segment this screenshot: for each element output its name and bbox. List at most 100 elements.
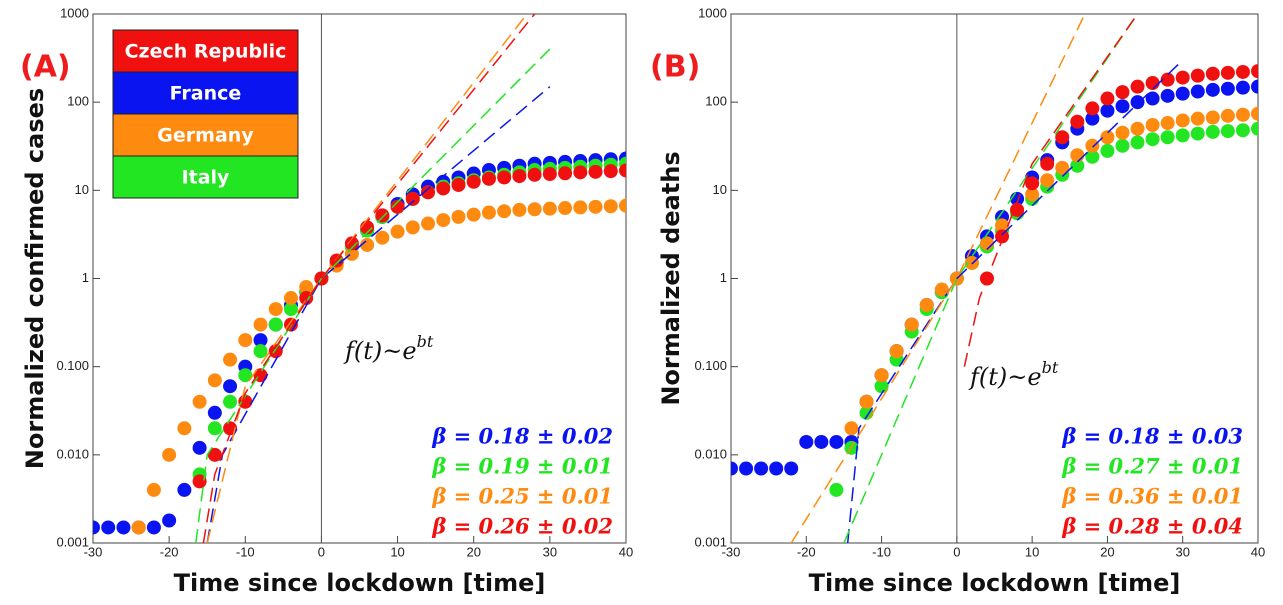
y-axis-title: Normalized confirmed cases [21, 88, 49, 469]
data-point [283, 291, 298, 306]
data-point [1175, 128, 1190, 143]
data-point [1220, 81, 1235, 96]
data-point [603, 164, 618, 179]
x-tick-label: 40 [619, 544, 633, 559]
data-point [889, 344, 904, 359]
data-point [238, 368, 253, 383]
x-tick-label: 0 [953, 544, 960, 559]
data-point [481, 205, 496, 220]
data-point [512, 169, 527, 184]
data-point [1145, 75, 1160, 90]
x-tick-label: -20 [797, 544, 816, 559]
data-point [1070, 148, 1085, 163]
data-point [542, 167, 557, 182]
fit-rate: β = 0.28 ± 0.04 [1061, 514, 1243, 539]
legend-swatch [112, 155, 299, 199]
fit-rate: β = 0.36 ± 0.01 [1061, 484, 1243, 509]
panel: 0.001 0.010 0.100 1 10 100 1000 -30 -20 -10 0 10 20 3… [20, 5, 633, 597]
data-point [238, 333, 253, 348]
y-tick-label: 100 [705, 94, 727, 109]
data-point [1085, 149, 1100, 164]
data-point [799, 434, 814, 449]
data-point [146, 520, 161, 535]
data-point [1055, 130, 1070, 145]
y-tick-label: 0.010 [56, 446, 89, 461]
data-point [754, 461, 769, 476]
data-point [558, 166, 573, 181]
fit-line [206, 86, 551, 543]
data-point [1160, 116, 1175, 131]
panel-label: (A) [20, 50, 71, 85]
x-tick-label: -10 [236, 544, 255, 559]
data-point [874, 379, 889, 394]
data-point [995, 229, 1010, 244]
data-point [1205, 82, 1220, 97]
data-point [344, 236, 359, 251]
x-tick-label: -30 [722, 544, 741, 559]
formula: f(t)~ebt [343, 332, 434, 365]
data-point [207, 421, 222, 436]
data-point [1115, 138, 1130, 153]
data-point [1160, 130, 1175, 145]
data-point [192, 474, 207, 489]
y-tick-label: 1 [720, 270, 727, 285]
data-point [177, 421, 192, 436]
data-point [223, 394, 238, 409]
data-point [481, 171, 496, 186]
data-point [497, 204, 512, 219]
panel: 0.001 0.010 0.100 1 10 100 1000 -30 -20 -10 0 10 20 3… [650, 5, 1265, 597]
data-point [192, 394, 207, 409]
data-point [739, 461, 754, 476]
fit-line [202, 14, 536, 543]
legend-label: Germany [157, 125, 254, 147]
data-point [603, 199, 618, 214]
data-point [979, 236, 994, 251]
data-point [1100, 103, 1115, 118]
data-point [253, 333, 268, 348]
data-point [375, 208, 390, 223]
plot-area [93, 14, 626, 543]
data-point [253, 344, 268, 359]
data-point [1175, 113, 1190, 128]
data-point [731, 461, 738, 476]
data-point [573, 200, 588, 215]
data-point [131, 520, 146, 535]
formula-base: f(t)~e [968, 363, 1042, 391]
formula-base: f(t)~e [343, 337, 417, 365]
data-point [919, 298, 934, 313]
fit-line [790, 14, 1086, 543]
x-tick-label: 30 [1175, 544, 1189, 559]
data-point [360, 237, 375, 252]
y-tick-label: 0.001 [56, 534, 89, 549]
y-tick-label: 0.001 [694, 534, 727, 549]
data-point [390, 224, 405, 239]
y-tick-label: 100 [67, 94, 89, 109]
data-point [177, 482, 192, 497]
data-point [299, 280, 314, 295]
data-point [874, 368, 889, 383]
data-point [1085, 111, 1100, 126]
data-point [1100, 91, 1115, 106]
data-point [527, 202, 542, 217]
data-point [451, 209, 466, 224]
data-point [162, 447, 177, 462]
data-point [512, 202, 527, 217]
data-point [405, 220, 420, 235]
x-tick-label: 20 [1100, 544, 1114, 559]
data-point [588, 164, 603, 179]
data-point [573, 165, 588, 180]
data-point [268, 344, 283, 359]
formula-exponent: bt [1042, 358, 1059, 377]
data-point [1190, 68, 1205, 83]
y-tick-label: 10 [713, 182, 727, 197]
data-point [1190, 126, 1205, 141]
x-tick-label: -10 [872, 544, 891, 559]
data-point [192, 440, 207, 455]
fit-rate: β = 0.25 ± 0.01 [431, 484, 613, 509]
y-tick-label: 1000 [698, 5, 727, 20]
data-point [405, 191, 420, 206]
data-point [207, 405, 222, 420]
data-point [421, 216, 436, 231]
legend-label: Czech Republic [125, 41, 287, 63]
data-point [207, 373, 222, 388]
